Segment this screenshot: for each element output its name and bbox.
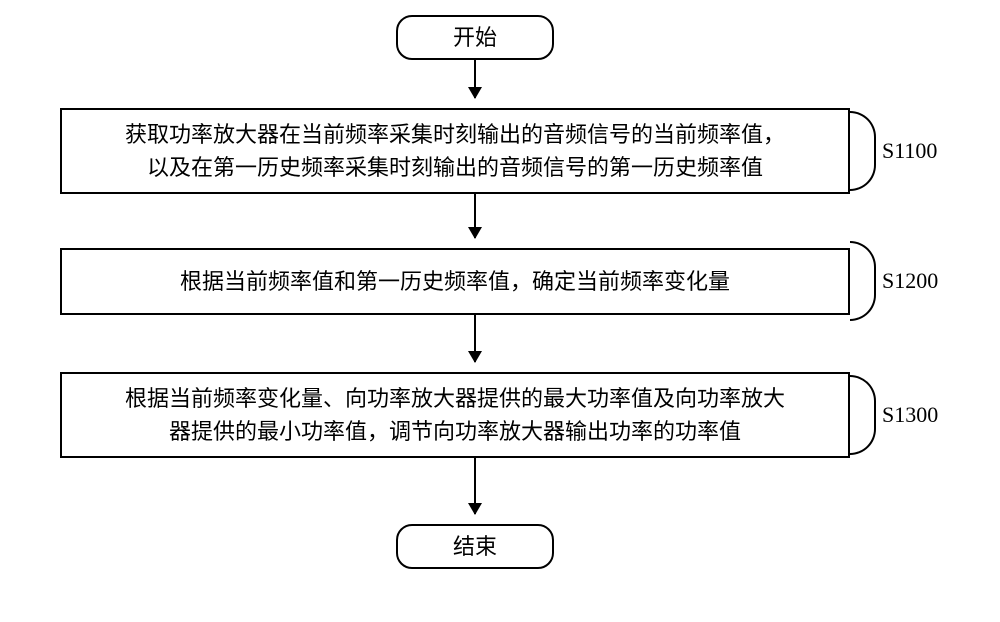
- s1200-text: 根据当前频率值和第一历史频率值，确定当前频率变化量: [166, 257, 744, 306]
- s1300-text: 根据当前频率变化量、向功率放大器提供的最大功率值及向功率放大 器提供的最小功率值…: [111, 374, 799, 456]
- flow-start: 开始: [396, 15, 554, 60]
- label-connector-s1200: [850, 241, 876, 321]
- flow-step-s1100: 获取功率放大器在当前频率采集时刻输出的音频信号的当前频率值， 以及在第一历史频率…: [60, 108, 850, 194]
- flow-end: 结束: [396, 524, 554, 569]
- end-text: 结束: [439, 522, 511, 571]
- arrow-s1300-to-end: [474, 458, 476, 514]
- label-connector-s1100: [850, 111, 876, 191]
- start-text: 开始: [439, 13, 511, 62]
- step-label-s1300: S1300: [882, 402, 938, 428]
- step-label-s1100: S1100: [882, 138, 937, 164]
- arrow-start-to-s1100: [474, 60, 476, 98]
- flow-step-s1300: 根据当前频率变化量、向功率放大器提供的最大功率值及向功率放大 器提供的最小功率值…: [60, 372, 850, 458]
- flow-step-s1200: 根据当前频率值和第一历史频率值，确定当前频率变化量: [60, 248, 850, 315]
- s1100-text: 获取功率放大器在当前频率采集时刻输出的音频信号的当前频率值， 以及在第一历史频率…: [111, 110, 799, 192]
- arrow-s1200-to-s1300: [474, 315, 476, 362]
- arrow-s1100-to-s1200: [474, 194, 476, 238]
- label-connector-s1300: [850, 375, 876, 455]
- step-label-s1200: S1200: [882, 268, 938, 294]
